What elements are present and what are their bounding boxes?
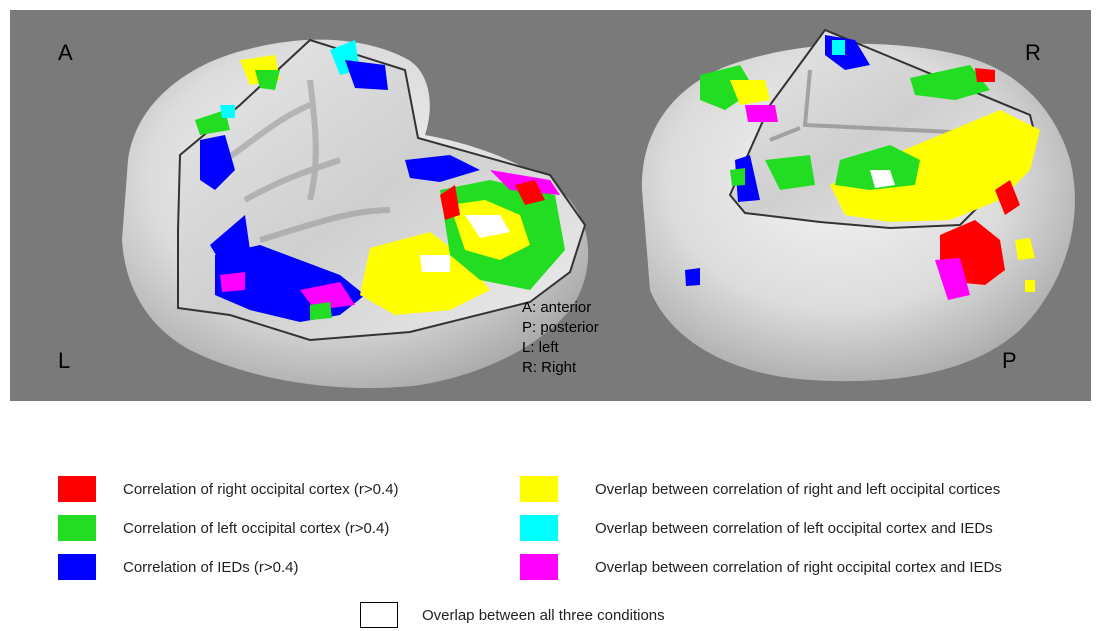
legend-swatch-green — [58, 515, 96, 541]
legend-item-left-occipital: Correlation of left occipital cortex (r>… — [58, 515, 389, 541]
legend-label: Overlap between correlation of right and… — [595, 480, 1001, 498]
legend-item-ieds: Correlation of IEDs (r>0.4) — [58, 554, 298, 580]
orientation-key: A: anterior P: posterior L: left R: Righ… — [522, 298, 599, 378]
legend-label: Overlap between all three conditions — [422, 606, 665, 624]
brain-figure-panel: A L R P A: anterior P: posterior L: left… — [10, 10, 1091, 401]
orientation-key-line: L: left — [522, 339, 559, 356]
legend-item-overlap-right-ieds: Overlap between correlation of right occ… — [520, 554, 1002, 580]
right-brain — [641, 28, 1075, 382]
legend-swatch-yellow — [520, 476, 558, 502]
orientation-key-line: A: anterior — [522, 299, 592, 316]
legend-label: Overlap between correlation of left occi… — [595, 519, 993, 537]
legend-item-overlap-right-left: Overlap between correlation of right and… — [520, 476, 1000, 502]
legend-swatch-blue — [58, 554, 96, 580]
right-brain-corner-bottom: P — [1002, 348, 1017, 373]
legend-item-overlap-left-ieds: Overlap between correlation of left occi… — [520, 515, 993, 541]
left-brain-corner-top: A — [58, 40, 73, 65]
legend-item-right-occipital: Correlation of right occipital cortex (r… — [58, 476, 399, 502]
legend-label: Correlation of IEDs (r>0.4) — [123, 558, 299, 576]
legend-swatch-cyan — [520, 515, 558, 541]
orientation-key-line: P: posterior — [522, 319, 599, 336]
orientation-key-line: R: Right — [522, 359, 577, 376]
left-brain-corner-bottom: L — [58, 348, 71, 373]
legend-label: Correlation of right occipital cortex (r… — [123, 480, 399, 498]
legend-item-all-three: Overlap between all three conditions — [360, 602, 665, 628]
legend-swatch-red — [58, 476, 96, 502]
legend-swatch-white — [360, 602, 398, 628]
legend-label: Overlap between correlation of right occ… — [595, 558, 1002, 576]
right-brain-corner-top: R — [1025, 40, 1041, 65]
brain-renderings — [122, 28, 1075, 389]
legend-label: Correlation of left occipital cortex (r>… — [123, 519, 390, 537]
left-brain — [122, 38, 589, 389]
legend-swatch-magenta — [520, 554, 558, 580]
